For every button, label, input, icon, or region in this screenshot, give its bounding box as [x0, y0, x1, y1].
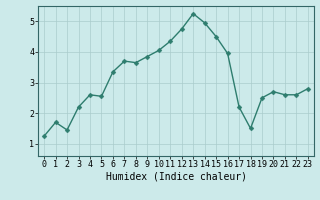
X-axis label: Humidex (Indice chaleur): Humidex (Indice chaleur) — [106, 172, 246, 182]
